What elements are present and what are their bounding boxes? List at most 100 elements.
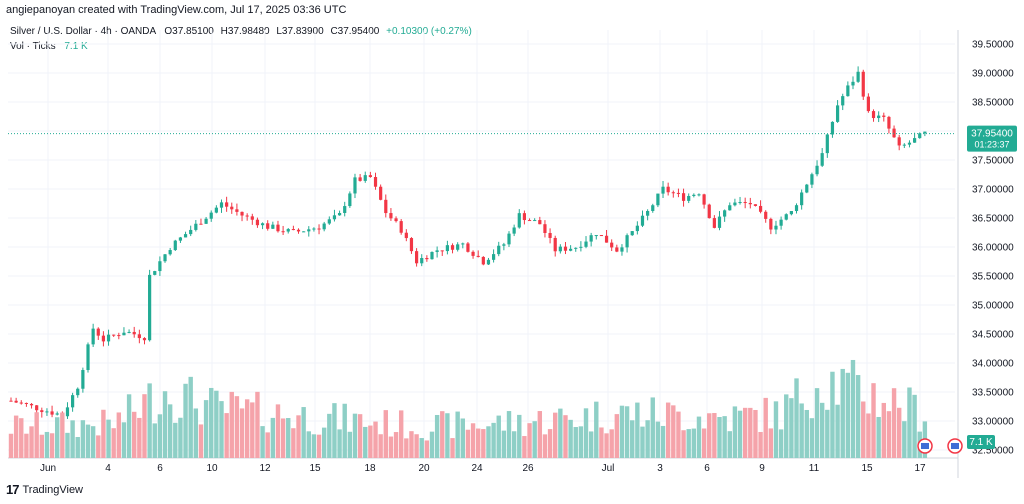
candle-body [163,254,167,262]
volume-bar [501,430,507,458]
candle-body [594,235,598,237]
volume-bar [214,390,219,458]
volume-bar [825,409,830,458]
candle-body [332,215,337,220]
volume-bar [275,404,281,458]
volume-bar [830,371,835,458]
volume-bar [383,410,388,458]
candle-body [738,202,742,204]
volume-bar [434,414,440,458]
x-tick-label: 6 [704,463,710,474]
volume-bar [553,412,558,458]
candle-body [343,206,347,213]
candle-body [492,254,496,260]
candle-body [106,334,111,342]
candle-body [589,235,593,242]
volume-bar [645,420,650,458]
candle-body [445,245,449,252]
candle-body [327,219,331,224]
candle-body [178,237,183,241]
candle-body [142,338,147,341]
volume-bar [537,411,543,458]
volume-bar [506,411,512,458]
candle-body [733,202,737,206]
candle-body [512,227,516,234]
candle-body [527,220,532,222]
volume-bar [255,391,260,458]
volume-bar [404,438,409,458]
candle-body [368,175,372,178]
volume-bar [414,434,419,458]
volume-bar [753,409,758,458]
candle-body [101,335,106,342]
candle-body [810,174,814,185]
volume-bar [229,391,234,458]
volume-bar [794,378,799,458]
candle-body [40,410,44,413]
candle-body [9,400,13,402]
candle-body [394,218,398,222]
candle-body [276,224,280,232]
volume-bar [696,416,702,458]
volume-bar [193,408,199,458]
watermark-caption: angiepanoyan created with TradingView.co… [6,4,347,16]
volume-bar [347,431,353,458]
candle-body [640,215,645,226]
volume-bar [902,421,907,458]
volume-bar [96,435,101,458]
volume-bar [75,437,80,458]
candle-body [800,192,804,206]
candle-body [337,212,342,216]
volume-bar [907,387,912,458]
volume-bar [378,434,383,458]
volume-bar [152,423,157,458]
volume-bar [116,412,122,458]
volume-bar [568,419,573,458]
volume-bar [845,372,851,458]
candle-body [753,204,758,206]
volume-bar [522,436,527,458]
volume-bar [676,411,681,458]
brand-name: TradingView [22,483,84,496]
candle-body [538,220,542,225]
volume-bar [578,426,584,458]
volume-bar [286,418,291,458]
candle-body [389,213,393,219]
candle-body [882,115,886,117]
candle-body [425,257,429,260]
candle-body [656,193,660,206]
volume-bar [80,420,86,458]
ohlc-low: L37.83900 [276,26,324,37]
volume-bar [357,414,363,458]
candle-body [563,246,568,251]
volume-bar [106,419,111,458]
candle-body [158,261,162,272]
candle-body [307,229,311,232]
candle-body [743,202,747,204]
price-change: +0.10300 (+0.27%) [386,26,472,37]
x-tick-label: Jul [602,463,615,474]
volume-bar [321,427,327,458]
y-tick-label: 36.50000 [972,214,1014,225]
candle-body [204,218,208,224]
candle-body [692,194,696,196]
candle-body [466,243,470,252]
event-flag-stripe-icon [951,443,959,449]
volume-bar [327,413,332,458]
candle-body [676,192,681,194]
candle-body [574,247,578,249]
volume-bar [599,427,604,458]
volume-bar [671,405,676,458]
candle-body [322,223,326,230]
volume-bar [476,428,481,458]
candle-body [835,105,840,122]
candle-body [522,213,527,221]
candle-body [841,96,845,106]
volume-bar [198,424,204,458]
candle-body [271,224,275,229]
candle-body [820,153,824,166]
y-tick-label: 37.50000 [972,156,1014,167]
candle-body [91,328,95,345]
volume-bar [532,421,537,458]
